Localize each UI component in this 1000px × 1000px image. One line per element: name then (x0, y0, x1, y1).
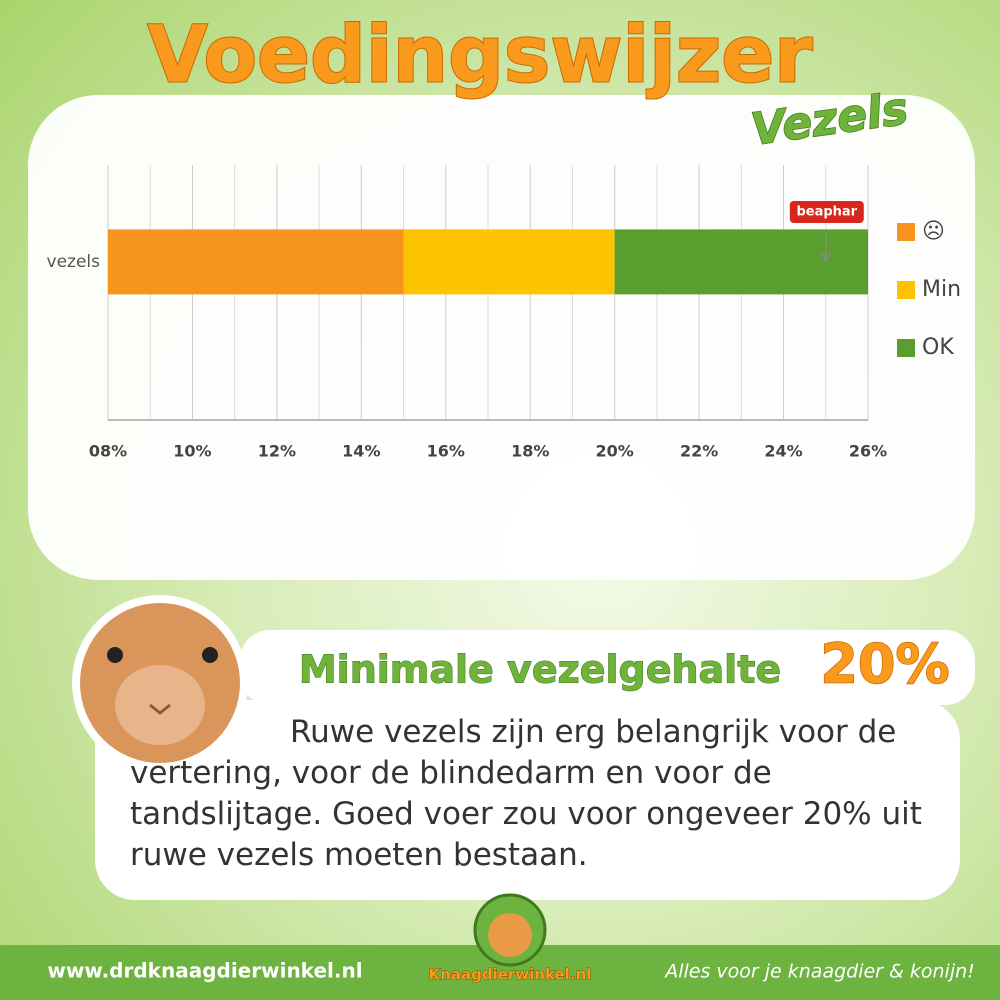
y-tick-label: vezels (47, 252, 101, 272)
info-box (95, 700, 960, 900)
rabbit-eye (202, 647, 218, 663)
footer-url: www.drdknaagdierwinkel.nl (47, 959, 362, 983)
x-tick-label: 22% (680, 442, 718, 461)
footer-slogan: Alles voor je knaagdier & konijn! (663, 961, 975, 983)
x-tick-label: 20% (596, 442, 634, 461)
bar-segment (108, 229, 404, 295)
annotation-arrow (820, 232, 832, 263)
x-tick-label: 26% (849, 442, 887, 461)
legend-label: Min (922, 277, 961, 302)
annotation-label: beaphar (796, 205, 857, 220)
rabbit-face (115, 665, 205, 745)
x-tick-label: 10% (173, 442, 211, 461)
bar-segment (403, 229, 615, 295)
chart-panel (28, 95, 975, 580)
legend-swatch (897, 223, 915, 241)
legend-label: OK (922, 335, 954, 360)
legend-swatch (897, 281, 915, 299)
legend-label: ☹ (922, 219, 945, 244)
x-tick-label: 12% (258, 442, 296, 461)
bar-segment (614, 229, 868, 295)
x-tick-label: 16% (427, 442, 465, 461)
x-tick-label: 08% (89, 442, 127, 461)
chart-title: Voedingswijzer (147, 10, 813, 100)
x-tick-label: 14% (342, 442, 380, 461)
annotation-badge (789, 201, 864, 223)
x-tick-label: 24% (764, 442, 802, 461)
x-tick-label: 18% (511, 442, 549, 461)
info-heading: Minimale vezelgehalte (299, 648, 781, 692)
heading-pill (240, 630, 975, 705)
info-text: Ruwe vezels zijn erg belangrijk voor de … (130, 714, 922, 873)
rabbit-nose (149, 703, 171, 715)
info-highlight: 20% (820, 633, 949, 696)
logo-hamster (488, 913, 532, 957)
logo-text: Knaagdierwinkel.nl (429, 966, 592, 984)
legend-swatch (897, 339, 915, 357)
rabbit-eye (107, 647, 123, 663)
